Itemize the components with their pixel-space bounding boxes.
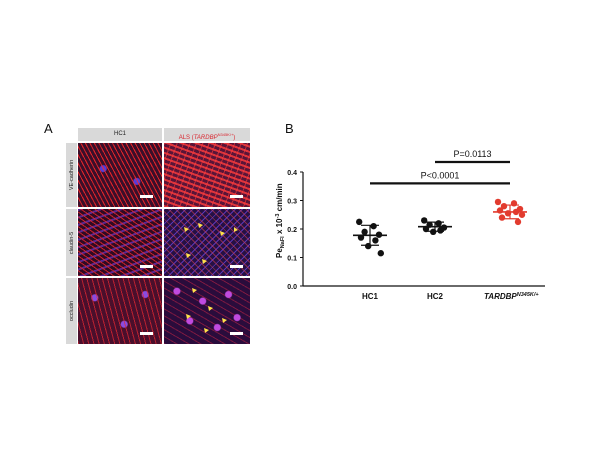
x-tick-label-hc2: HC2	[427, 292, 444, 301]
series-1	[418, 217, 452, 236]
x-tick-labels: HC1 HC2 TARDBPN345K/+	[362, 292, 539, 301]
y-tick-label: 0.2	[287, 227, 297, 234]
scale-bar	[230, 195, 243, 198]
micrograph-als-ve-cadherin	[164, 143, 250, 207]
series-2	[493, 198, 527, 226]
y-tick-label: 0.0	[287, 284, 297, 291]
panel-b-letter: B	[285, 121, 294, 136]
svg-text:PeNaFl x 10-3 cm/min: PeNaFl x 10-3 cm/min	[275, 183, 286, 258]
data-point	[494, 198, 502, 206]
micrograph-hc1-ve-cadherin	[78, 143, 162, 207]
data-point	[435, 220, 442, 227]
data-point	[437, 227, 444, 234]
data-point	[377, 250, 384, 257]
micrograph-hc1-claudin-5	[78, 209, 162, 276]
data-point	[498, 214, 506, 221]
micrograph-als-claudin-5	[164, 209, 250, 276]
scale-bar	[230, 332, 243, 335]
panel-a-letter: A	[44, 121, 53, 136]
row-label-ve-cadherin: VE-cadherin	[66, 143, 77, 207]
y-tick-label: 0.1	[287, 256, 297, 263]
data-point	[421, 217, 428, 224]
series-0	[353, 218, 387, 257]
data-point	[518, 211, 526, 218]
micrograph-hc1-occludin	[78, 278, 162, 344]
data-point	[361, 228, 368, 236]
data-point	[356, 218, 363, 226]
x-tick-label-hc1: HC1	[362, 292, 379, 301]
arrowheads	[184, 223, 238, 264]
data-point	[496, 207, 504, 214]
column-header-als: ALS (TARDBPN345K/+)	[164, 128, 250, 141]
significance-bracket: P=0.0113	[435, 149, 510, 164]
data-point	[372, 237, 379, 244]
p-value-label: P<0.0001	[421, 170, 460, 180]
x-tick-label-tardbp: TARDBPN345K/+	[484, 292, 539, 301]
scale-bar	[140, 265, 153, 268]
y-tick-label: 0.4	[287, 170, 297, 177]
arrowheads	[186, 288, 227, 333]
column-header-hc1: HC1	[78, 128, 162, 141]
micrograph-als-occludin	[164, 278, 250, 344]
row-label-occludin: occludin	[66, 278, 77, 344]
p-value-label: P=0.0113	[453, 149, 491, 159]
scale-bar	[140, 332, 153, 335]
data-point	[370, 222, 377, 230]
scale-bar	[230, 265, 243, 268]
row-label-claudin-5: claudin-5	[66, 209, 77, 276]
significance-bracket: P<0.0001	[370, 170, 510, 185]
scale-bar	[140, 195, 153, 198]
y-tick-label: 0.3	[287, 199, 297, 206]
y-axis-label: PeNaFl x 10-3 cm/min	[275, 183, 286, 258]
data-point	[514, 218, 522, 226]
